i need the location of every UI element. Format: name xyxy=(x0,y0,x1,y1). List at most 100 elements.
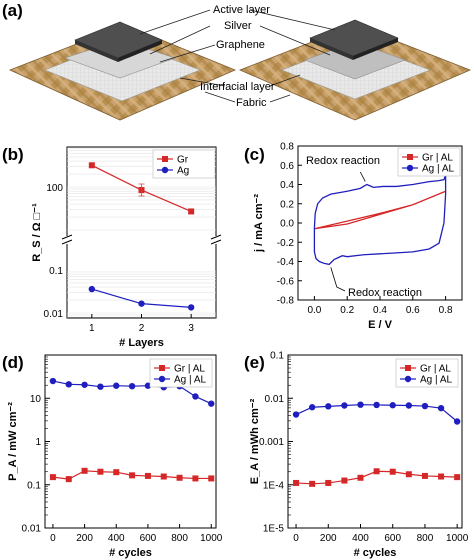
data-point-Gr | AL xyxy=(129,472,136,479)
axis-break-mark-right xyxy=(210,234,222,245)
data-point-Ag | AL xyxy=(453,418,461,425)
data-point-Ag | AL xyxy=(357,401,364,408)
legend-box xyxy=(149,358,213,388)
y-tick-label: 0.0 xyxy=(280,219,294,230)
y-tick-label: 0.01 xyxy=(44,309,64,320)
legend-marker-1 xyxy=(158,375,166,383)
data-point-Gr | AL xyxy=(454,474,461,481)
chart-d: (d) 0.01 0.1 1 10 0 200 400 600 800 1000 # cycles P_… xyxy=(2,353,223,559)
chart-e: (e) 1E-5 1E-4 0.001 0.01 0.1 0 200 400 600 800 1000… xyxy=(244,351,469,560)
left-active-layer-edge2 xyxy=(118,40,162,62)
x-axis-label: # cycles xyxy=(354,547,397,559)
data-point-Gr | AL xyxy=(65,476,72,483)
x-tick-label: 600 xyxy=(384,533,401,544)
y-tick-label: 0.1 xyxy=(270,351,284,362)
data-point-Gr xyxy=(88,162,95,169)
legend-marker-0 xyxy=(162,156,168,162)
data-point-Gr | AL xyxy=(192,475,199,482)
x-tick-label: 400 xyxy=(352,533,369,544)
legend-label-0: Gr | AL xyxy=(422,153,453,164)
data-point-Ag | AL xyxy=(65,381,72,388)
y-tick-label: 1 xyxy=(35,437,41,448)
y-tick-label: -0.6 xyxy=(277,276,295,287)
label-active-layer: Active layer xyxy=(213,4,270,16)
data-point-Gr | AL xyxy=(405,471,412,478)
legend-label-1: Ag | AL xyxy=(422,164,455,175)
legend-marker-1 xyxy=(404,375,412,383)
x-tick-label: 1000 xyxy=(200,533,223,544)
data-point-Gr | AL xyxy=(389,468,396,475)
data-point-Ag | AL xyxy=(144,382,152,389)
left-active-layer-edge xyxy=(75,40,118,62)
x-tick-label: 3 xyxy=(188,323,194,334)
data-point-Ag | AL xyxy=(81,381,88,388)
panel-a-label: (a) xyxy=(2,1,23,20)
y-tick-label: -0.2 xyxy=(277,238,295,249)
data-point-Ag | AL xyxy=(373,401,380,409)
y-axis-label: j / mA cm⁻² xyxy=(253,194,265,253)
panel-b-label: (b) xyxy=(2,145,24,164)
legend-box xyxy=(397,147,461,177)
y-tick-label: 0.4 xyxy=(280,180,294,191)
series-line-Ag | AL xyxy=(313,174,447,266)
data-point-Gr | AL xyxy=(81,467,88,474)
legend-marker-0 xyxy=(407,154,413,160)
data-point-Gr | AL xyxy=(373,468,380,475)
x-tick-label: 0 xyxy=(293,533,299,544)
legend-marker-1 xyxy=(406,164,414,172)
x-axis-label: # cycles xyxy=(109,547,152,559)
data-point-Ag | AL xyxy=(97,383,104,390)
data-point-Gr xyxy=(188,208,195,215)
x-axis-label: E / V xyxy=(368,319,393,331)
right-active-layer-edge2 xyxy=(353,38,398,60)
legend-label-0: Gr xyxy=(177,155,189,166)
x-tick-label: 0.8 xyxy=(439,305,453,316)
y-axis-label: R_S / Ω □⁻¹ xyxy=(31,203,43,262)
y-tick-label: 0.01 xyxy=(22,524,42,535)
label-interfacial-layer: Interfacial layer xyxy=(200,81,275,93)
annotation-redox-bottom: Redox reaction xyxy=(348,287,422,299)
annotation-redox-top: Redox reaction xyxy=(306,155,380,167)
data-point-Ag | AL xyxy=(128,382,136,390)
data-point-Ag | AL xyxy=(341,402,348,409)
error-bar xyxy=(138,183,145,197)
x-tick-label: 200 xyxy=(76,533,93,544)
x-tick-label: 0.2 xyxy=(340,305,354,316)
panel-d-label: (d) xyxy=(2,353,24,372)
y-tick-label: 0.1 xyxy=(27,480,41,491)
y-axis-label: P_A / mW cm⁻² xyxy=(7,402,19,481)
y-tick-label: 10 xyxy=(30,394,42,405)
annotation-arrow-bottom xyxy=(330,267,346,292)
y-tick-label: -0.4 xyxy=(277,257,295,268)
axis-break-gap-right xyxy=(212,236,220,244)
legend-marker-1 xyxy=(161,166,169,174)
y-tick-label: 0.01 xyxy=(265,394,285,405)
data-point-Ag xyxy=(187,304,195,311)
x-tick-label: 0.4 xyxy=(373,305,387,316)
x-tick-label: 800 xyxy=(171,533,188,544)
data-point-Ag xyxy=(138,300,145,307)
x-tick-label: 0 xyxy=(50,533,56,544)
data-point-Ag | AL xyxy=(389,402,396,409)
label-graphene: Graphene xyxy=(216,39,265,51)
chart-c: (c) -0.8 -0.6 -0.4 -0.2 0.0 0.2 0.4 0.6 0.8 0.0 0.2… xyxy=(244,142,463,331)
y-tick-label: 0.6 xyxy=(280,161,294,172)
legend-label-1: Ag xyxy=(177,166,189,177)
leader-lines xyxy=(139,9,336,103)
legend-marker-0 xyxy=(159,365,165,371)
x-axis-label: # Layers xyxy=(119,337,164,349)
data-point-Gr | AL xyxy=(357,474,364,481)
data-point-Ag | AL xyxy=(208,400,215,407)
legend-label-1: Ag | AL xyxy=(420,375,453,386)
data-point-Gr | AL xyxy=(438,473,445,480)
x-tick-label: 0.0 xyxy=(307,305,321,316)
x-tick-label: 2 xyxy=(139,323,145,334)
y-tick-label: 100 xyxy=(46,183,63,194)
data-point-Gr | AL xyxy=(341,477,348,484)
x-tick-label: 1 xyxy=(89,323,95,334)
data-point-Ag | AL xyxy=(421,402,429,410)
right-active-layer-edge xyxy=(310,38,353,60)
legend-box xyxy=(395,358,459,388)
data-point-Gr | AL xyxy=(113,469,120,476)
